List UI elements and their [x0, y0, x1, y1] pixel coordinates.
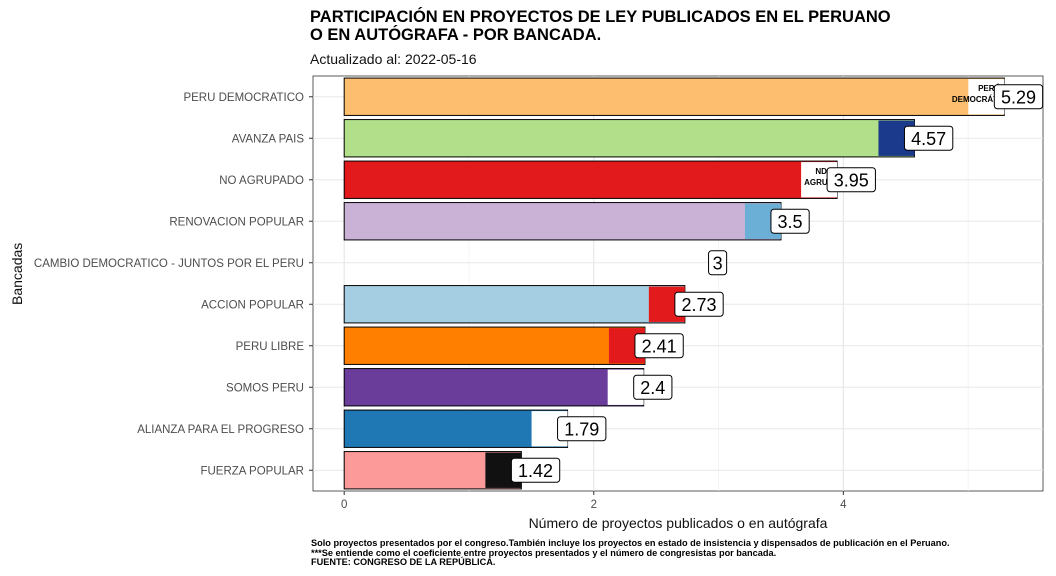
bar — [343, 326, 646, 365]
chart-title: PARTICIPACIÓN EN PROYECTOS DE LEY PUBLIC… — [310, 8, 891, 44]
value-label-box — [826, 167, 876, 193]
value-label-box — [633, 374, 673, 400]
value-label-box — [708, 250, 728, 276]
value-label: 2.4 — [640, 378, 665, 398]
y-tick-label: NO AGRUPADO — [219, 175, 304, 187]
value-label-box — [993, 84, 1044, 110]
chart-caption: Solo proyectos presentados por el congre… — [311, 538, 950, 568]
value-label-box — [674, 291, 724, 317]
value-label-box — [903, 125, 954, 151]
value-label: 2.41 — [642, 336, 677, 356]
bar — [343, 202, 782, 241]
value-label-box — [770, 208, 810, 234]
y-tick-label: PERU LIBRE — [236, 341, 305, 353]
party-logo-text: ND — [815, 167, 827, 176]
value-label: 4.57 — [911, 129, 946, 149]
value-label: 2.73 — [681, 295, 716, 315]
chart-title-line-1: PARTICIPACIÓN EN PROYECTOS DE LEY PUBLIC… — [310, 8, 891, 26]
party-logo-text: PERÚ — [978, 84, 1000, 93]
value-label: 1.42 — [518, 461, 553, 481]
x-tick-label: 4 — [840, 499, 847, 511]
bar — [343, 285, 686, 324]
y-tick-label: ACCION POPULAR — [201, 299, 304, 311]
chart-subtitle: Actualizado al: 2022-05-16 — [310, 51, 477, 67]
value-label: 5.29 — [1001, 87, 1036, 107]
bar — [343, 160, 838, 199]
y-tick-label: AVANZA PAIS — [232, 133, 305, 145]
x-axis-title: Número de proyectos publicados o en autó… — [528, 515, 828, 531]
x-tick-label: 2 — [591, 499, 597, 511]
party-logo-text: AGRUPA — [804, 178, 838, 187]
y-tick-label: PERU DEMOCRATICO — [183, 92, 304, 104]
y-tick-label: ALIANZA PARA EL PROGRESO — [137, 424, 304, 436]
bar — [343, 77, 1005, 116]
bar — [343, 368, 645, 407]
y-tick-label: SOMOS PERU — [226, 382, 304, 394]
y-tick-label: RENOVACION POPULAR — [169, 216, 304, 228]
caption-line-2: ***Se entiende como el coeficiente entre… — [311, 547, 777, 558]
value-label-box — [557, 416, 607, 442]
value-label: 1.79 — [564, 419, 599, 439]
bar — [343, 409, 569, 448]
value-label-box — [510, 457, 561, 483]
y-tick-label: FUERZA POPULAR — [200, 465, 304, 477]
chart-title-line-2: O EN AUTÓGRAFA - POR BANCADA. — [310, 26, 602, 44]
bar — [343, 119, 915, 158]
value-label: 3 — [713, 253, 723, 273]
party-logo-text: DEMOCRÁTI — [952, 95, 1000, 104]
value-label: 3.95 — [834, 170, 869, 190]
caption-line-3: FUENTE: CONGRESO DE LA REPÚBLICA. — [311, 557, 496, 568]
caption-line-1: Solo proyectos presentados por el congre… — [311, 538, 950, 548]
value-label-box — [634, 333, 684, 359]
x-tick-label: 0 — [341, 499, 347, 511]
value-label: 3.5 — [778, 212, 803, 232]
y-tick-label: CAMBIO DEMOCRATICO - JUNTOS POR EL PERU — [34, 258, 304, 270]
